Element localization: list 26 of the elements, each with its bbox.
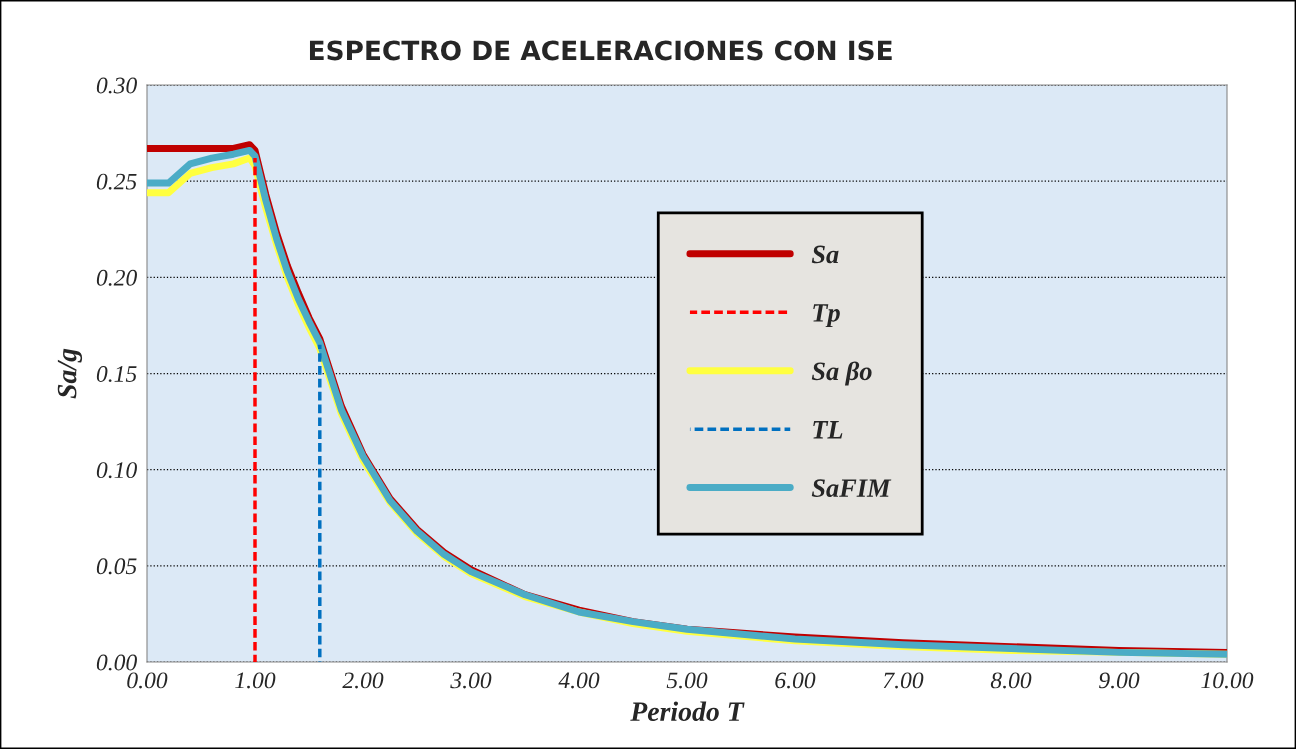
y-tick-label: 0.00 [96, 654, 137, 671]
x-tick-label: 0.00 [127, 672, 168, 689]
x-tick-label: 4.00 [558, 672, 600, 689]
y-tick-label: 0.05 [96, 558, 137, 575]
x-tick-label: 10.00 [1201, 672, 1254, 689]
x-tick-label: 8.00 [990, 672, 1032, 689]
x-tick-label: 5.00 [666, 672, 708, 689]
legend-label: TL [813, 421, 843, 439]
y-axis-title: Sa/g [57, 348, 83, 399]
legend-label: Sa βo [811, 361, 872, 386]
chart-title: ESPECTRO DE ACELERACIONES CON ISE [309, 40, 892, 61]
legend-label: Tp [813, 304, 840, 328]
x-tick-label: 1.00 [235, 672, 276, 689]
x-tick-label: 2.00 [342, 672, 384, 689]
y-tick-label: 0.25 [96, 173, 137, 190]
y-tick-label: 0.10 [96, 462, 137, 479]
y-tick-label: 0.15 [96, 365, 137, 383]
legend-label: SaFIM [811, 479, 892, 498]
legend-label: Sa [811, 245, 839, 264]
x-tick-label: 6.00 [775, 672, 816, 689]
x-tick-label: 7.00 [883, 672, 924, 689]
x-tick-label: 9.00 [1099, 672, 1140, 689]
y-tick-label: 0.30 [96, 77, 137, 94]
x-tick-label: 3.00 [450, 672, 492, 689]
y-tick-label: 0.20 [96, 269, 137, 286]
x-axis-title: Periodo T [630, 701, 745, 722]
